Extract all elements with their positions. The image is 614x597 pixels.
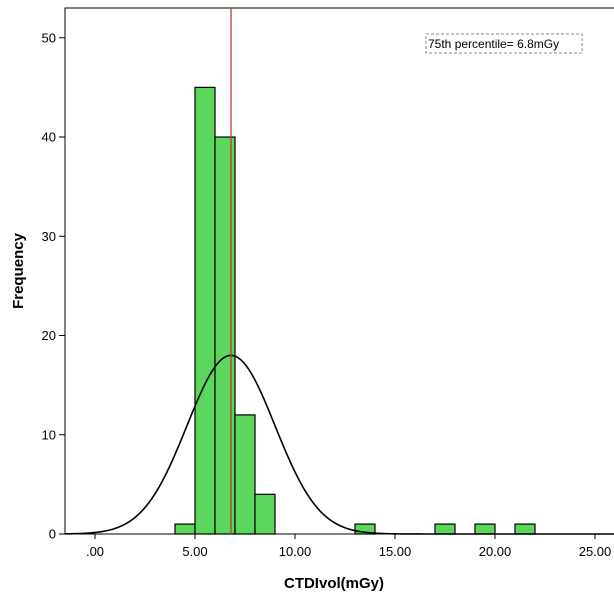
- y-tick-label: 20: [42, 328, 56, 343]
- x-tick-label: 5.00: [182, 544, 207, 559]
- x-tick-label: 10.00: [279, 544, 312, 559]
- y-tick-label: 0: [49, 527, 56, 542]
- histogram-bar: [254, 493, 276, 535]
- normal-curve: [64, 354, 614, 535]
- x-tick-label: 25.00: [579, 544, 612, 559]
- y-tick-label: 30: [42, 229, 56, 244]
- histogram-bar: [174, 523, 196, 535]
- histogram-bar: [354, 523, 376, 535]
- y-tick-label: 50: [42, 30, 56, 45]
- x-tick-label: 15.00: [379, 544, 412, 559]
- bars-layer: [174, 86, 536, 535]
- x-tick-label: .00: [86, 544, 104, 559]
- histogram-bar: [434, 523, 456, 535]
- y-tick-label: 10: [42, 427, 56, 442]
- plot-frame: [64, 7, 614, 535]
- annotation-text: 75th percentile= 6.8mGy: [428, 37, 559, 51]
- normal-curve-layer: [64, 354, 614, 535]
- y-axis-title: Frequency: [10, 232, 27, 309]
- histogram-bar: [514, 523, 536, 535]
- x-tick-label: 20.00: [479, 544, 512, 559]
- y-axis: 0 10 20 30 40 50: [42, 30, 65, 542]
- histogram-bar: [214, 136, 236, 535]
- x-axis-title: CTDIvol(mGy): [284, 575, 384, 592]
- histogram-bar: [194, 86, 216, 535]
- annotation-box: 75th percentile= 6.8mGy: [425, 33, 583, 54]
- y-tick-label: 40: [42, 130, 56, 145]
- histogram-bar: [234, 414, 256, 535]
- histogram-bar: [474, 523, 496, 535]
- x-axis: .00 5.00 10.00 15.00 20.00 25.00: [86, 534, 611, 559]
